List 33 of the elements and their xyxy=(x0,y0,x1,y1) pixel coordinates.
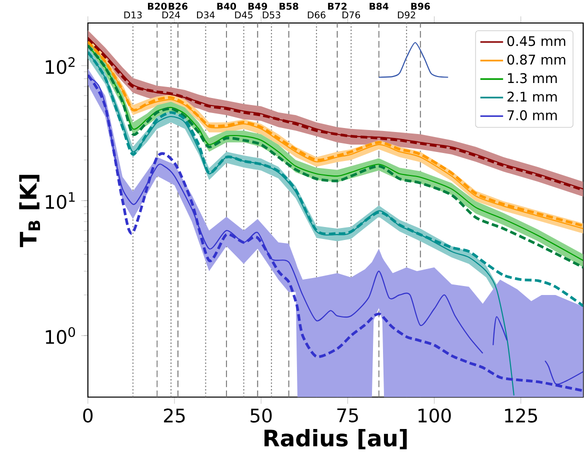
x-tick-label: 25 xyxy=(164,408,185,423)
legend-label: 1.3 mm xyxy=(508,73,557,84)
ref-line-label: B20 xyxy=(148,2,167,10)
x-tick-label: 50 xyxy=(250,408,272,423)
ref-line-label: D24 xyxy=(162,11,180,18)
ref-line-label: D45 xyxy=(235,12,252,18)
ref-line-label: B96 xyxy=(411,2,430,10)
ref-line-label: B40 xyxy=(217,2,236,10)
x-tick-label: 75 xyxy=(337,408,358,422)
ref-line-label: D34 xyxy=(197,11,215,18)
legend-label: 7.0 mm xyxy=(508,110,557,120)
ref-line-label: B72 xyxy=(328,2,347,10)
ref-line-label: B26 xyxy=(168,2,188,10)
legend-label: 0.45 mm xyxy=(507,36,566,46)
ref-line-label: D66 xyxy=(308,11,326,18)
text: T$_{B}$ [K] xyxy=(19,174,40,248)
line-series xyxy=(378,42,449,78)
y-tick-label: 10$^{0}$ xyxy=(46,327,75,344)
ref-line-label: D92 xyxy=(398,11,416,18)
legend-label: 2.1 mm xyxy=(508,92,557,102)
ref-line-label: B84 xyxy=(370,2,388,10)
x-tick-label: 125 xyxy=(505,408,538,423)
ref-line-label: D76 xyxy=(342,11,360,18)
x-tick-label: 100 xyxy=(418,408,451,423)
x-tick-label: 0 xyxy=(83,408,93,423)
ref-line-label: D13 xyxy=(124,11,142,18)
ref-line-label: D53 xyxy=(262,11,280,18)
x-axis-title: Radius [au] xyxy=(264,429,407,450)
y-tick-label: 10$^{1}$ xyxy=(46,192,75,209)
ref-line-label: B49 xyxy=(248,2,268,10)
y-tick-label: 10$^{2}$ xyxy=(46,57,75,74)
ref-line-label: B58 xyxy=(280,2,298,10)
legend-label: 0.87 mm xyxy=(507,54,566,65)
